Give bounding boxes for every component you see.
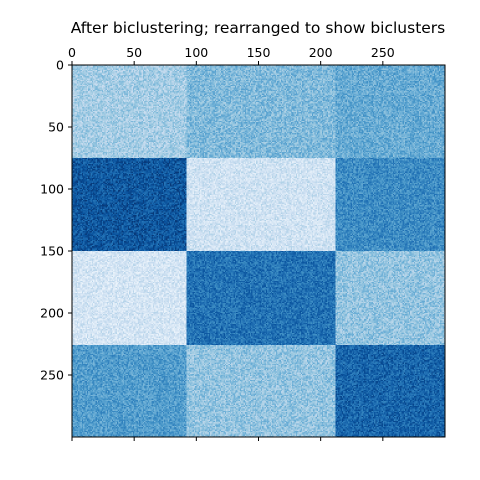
y-axis-ticks: 0 50 100 150 200 250 <box>40 58 72 383</box>
heatmap-image <box>72 65 445 437</box>
y-tick-label: 50 <box>48 120 64 135</box>
x-tick-label: 100 <box>184 45 208 60</box>
y-tick-label: 150 <box>40 244 64 259</box>
y-tick-label: 0 <box>56 58 64 73</box>
x-tick-label: 50 <box>126 45 142 60</box>
x-axis-ticks: 0 50 100 150 200 250 <box>68 45 395 441</box>
heatmap-cells <box>72 65 445 437</box>
x-tick-label: 150 <box>247 45 271 60</box>
x-tick-label: 200 <box>309 45 333 60</box>
plot-frame <box>71 64 446 438</box>
x-tick-label: 250 <box>371 45 395 60</box>
y-tick-label: 200 <box>40 306 64 321</box>
chart-title: After biclustering; rearranged to show b… <box>71 19 446 37</box>
y-tick-label: 250 <box>40 368 64 383</box>
y-tick-label: 100 <box>40 182 64 197</box>
x-tick-label: 0 <box>68 45 76 60</box>
